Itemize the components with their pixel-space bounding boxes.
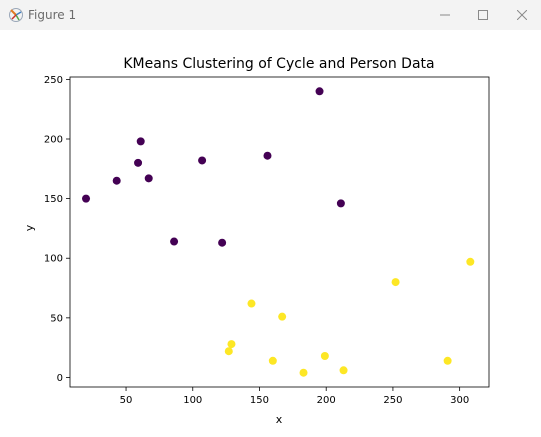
x-tick-label: 100: [183, 395, 202, 406]
data-point-cluster-0: [336, 199, 345, 208]
y-tick-label: 0: [57, 373, 63, 384]
y-tick-label: 50: [50, 313, 63, 324]
plot-area: 50 100 150 200 250 300 0 50 100 150 200 250: [44, 75, 490, 406]
x-tick-label: 50: [120, 395, 133, 406]
y-axis-label: y: [23, 224, 36, 231]
data-point-cluster-0: [144, 174, 153, 183]
data-point-cluster-1: [227, 340, 236, 349]
maximize-icon: [478, 10, 488, 20]
data-point-cluster-0: [218, 238, 227, 247]
data-point-cluster-0: [263, 151, 272, 160]
y-tick-label: 250: [44, 75, 63, 86]
data-point-cluster-0: [315, 87, 324, 96]
y-tick-label: 150: [44, 194, 63, 205]
matplotlib-icon: [8, 7, 24, 23]
title-bar[interactable]: Figure 1: [0, 0, 541, 30]
data-point-cluster-1: [466, 257, 475, 266]
x-tick-label: 250: [383, 395, 402, 406]
data-point-cluster-0: [136, 137, 145, 146]
close-button[interactable]: [502, 0, 541, 30]
scatter-chart: KMeans Clustering of Cycle and Person Da…: [23, 56, 490, 426]
y-tick-label: 100: [44, 254, 63, 265]
minimize-icon: [440, 10, 450, 20]
x-tick-label: 200: [317, 395, 336, 406]
data-point-cluster-1: [268, 356, 277, 365]
x-tick-label: 300: [450, 395, 469, 406]
y-tick-label: 200: [44, 135, 63, 146]
data-point-cluster-1: [224, 347, 233, 356]
axes-frame: [69, 76, 490, 388]
x-axis-label: x: [276, 413, 283, 426]
data-point-cluster-1: [247, 299, 256, 308]
data-point-cluster-0: [134, 158, 143, 167]
data-point-cluster-1: [299, 368, 308, 377]
data-point-cluster-1: [391, 278, 400, 287]
window-title: Figure 1: [28, 8, 77, 22]
figure-canvas: KMeans Clustering of Cycle and Person Da…: [0, 30, 541, 437]
close-icon: [517, 10, 527, 20]
data-point-cluster-1: [443, 356, 452, 365]
data-point-cluster-1: [278, 312, 287, 321]
data-point-cluster-0: [112, 176, 121, 185]
x-tick-label: 150: [250, 395, 269, 406]
chart-title: KMeans Clustering of Cycle and Person Da…: [123, 56, 434, 72]
data-point-cluster-1: [339, 366, 348, 375]
minimize-button[interactable]: [425, 0, 465, 30]
data-point-cluster-0: [198, 156, 207, 165]
data-point-cluster-1: [320, 352, 329, 360]
maximize-button[interactable]: [463, 0, 503, 30]
data-point-cluster-0: [170, 237, 179, 246]
data-point-cluster-0: [82, 194, 91, 203]
